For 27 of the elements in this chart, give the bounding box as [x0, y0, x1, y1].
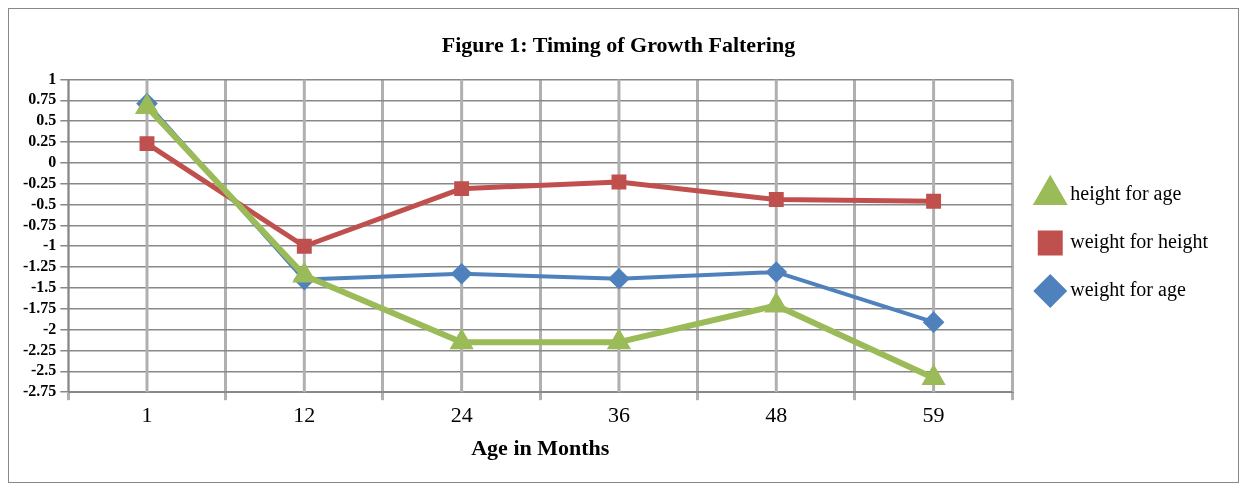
y-tick-label: -2.5	[31, 361, 57, 379]
y-tick-label: -0.75	[23, 215, 57, 233]
x-tick-label: 12	[293, 402, 316, 428]
y-tick-label: -1.75	[23, 298, 57, 316]
y-tick-label: -0.25	[23, 173, 57, 191]
y-tick-label: 0.25	[28, 132, 57, 150]
x-tick-label: 24	[450, 402, 473, 428]
chart-title: Figure 1: Timing of Growth Faltering	[441, 31, 796, 57]
x-tick-label: 1	[141, 402, 153, 428]
x-tick-label: 59	[922, 402, 945, 428]
x-tick-label: 36	[607, 402, 630, 428]
x-tick-label: 48	[765, 402, 788, 428]
x-axis-title: Age in Months	[471, 435, 610, 461]
y-tick-label: -2.25	[23, 340, 57, 358]
legend-label: height for age	[1070, 182, 1182, 206]
legend-label: weight for height	[1070, 230, 1209, 254]
y-tick-label: 0.5	[36, 111, 57, 129]
y-tick-label: 0.75	[28, 90, 57, 108]
y-tick-label: -2	[43, 319, 57, 337]
y-tick-label: -1.25	[23, 257, 57, 275]
y-tick-label: -0.5	[31, 194, 57, 212]
y-tick-label: 0	[48, 152, 57, 170]
y-tick-label: -1.5	[31, 278, 57, 296]
y-tick-label: 1	[48, 69, 57, 87]
y-tick-label: -1	[43, 236, 57, 254]
y-tick-label: -2.75	[23, 382, 57, 400]
legend-label: weight for age	[1070, 278, 1186, 302]
